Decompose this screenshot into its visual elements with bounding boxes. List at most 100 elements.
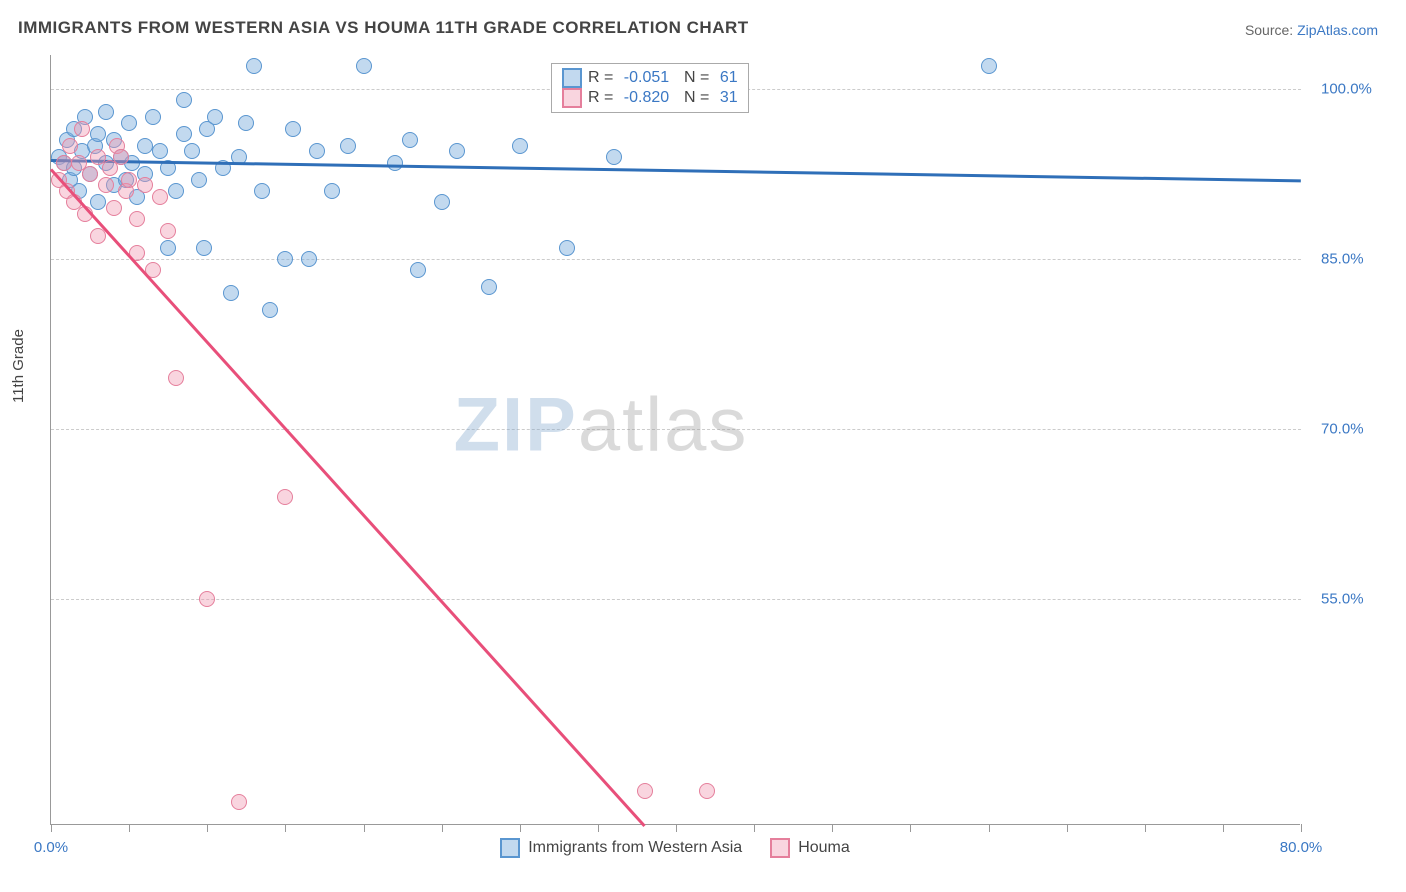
- x-tick: [285, 824, 286, 832]
- y-tick-label: 55.0%: [1321, 590, 1364, 607]
- scatter-point: [196, 240, 212, 256]
- stats-legend-row: R = -0.051 N = 61: [562, 68, 738, 88]
- scatter-point: [152, 143, 168, 159]
- chart-title: IMMIGRANTS FROM WESTERN ASIA VS HOUMA 11…: [18, 18, 749, 38]
- y-tick-label: 100.0%: [1321, 80, 1372, 97]
- trend-line: [51, 159, 1301, 182]
- y-tick-label: 85.0%: [1321, 250, 1364, 267]
- scatter-point: [340, 138, 356, 154]
- scatter-point: [176, 126, 192, 142]
- scatter-point: [262, 302, 278, 318]
- scatter-point: [238, 115, 254, 131]
- scatter-point: [301, 251, 317, 267]
- x-tick: [1223, 824, 1224, 832]
- x-tick: [1067, 824, 1068, 832]
- scatter-point: [168, 370, 184, 386]
- scatter-point: [559, 240, 575, 256]
- legend-item: Immigrants from Western Asia: [500, 838, 742, 858]
- stats-legend: R = -0.051 N = 61R = -0.820 N = 31: [551, 63, 749, 113]
- scatter-point: [207, 109, 223, 125]
- scatter-point: [449, 143, 465, 159]
- source-attribution: Source: ZipAtlas.com: [1245, 22, 1378, 38]
- scatter-point: [74, 121, 90, 137]
- x-tick: [598, 824, 599, 832]
- scatter-point: [285, 121, 301, 137]
- x-tick: [676, 824, 677, 832]
- scatter-point: [309, 143, 325, 159]
- scatter-point: [434, 194, 450, 210]
- scatter-point: [606, 149, 622, 165]
- legend-label: Immigrants from Western Asia: [528, 839, 742, 857]
- scatter-point: [121, 115, 137, 131]
- scatter-point: [184, 143, 200, 159]
- scatter-point: [160, 240, 176, 256]
- scatter-point: [176, 92, 192, 108]
- scatter-point: [231, 794, 247, 810]
- x-tick: [207, 824, 208, 832]
- scatter-point: [981, 58, 997, 74]
- scatter-point: [56, 155, 72, 171]
- gridline: [51, 259, 1301, 260]
- stat-r-value: -0.820: [619, 89, 669, 107]
- legend-swatch: [770, 838, 790, 858]
- scatter-point: [223, 285, 239, 301]
- source-link[interactable]: ZipAtlas.com: [1297, 22, 1378, 38]
- x-tick: [1145, 824, 1146, 832]
- stat-r-label: R =: [588, 69, 613, 87]
- plot-area: 55.0%70.0%85.0%100.0%0.0%80.0%ZIPatlasR …: [50, 55, 1300, 825]
- scatter-point: [699, 783, 715, 799]
- source-label: Source:: [1245, 22, 1293, 38]
- plot-container: 55.0%70.0%85.0%100.0%0.0%80.0%ZIPatlasR …: [50, 55, 1300, 825]
- x-tick: [832, 824, 833, 832]
- scatter-point: [277, 489, 293, 505]
- scatter-point: [62, 138, 78, 154]
- scatter-point: [145, 109, 161, 125]
- scatter-point: [512, 138, 528, 154]
- stat-r-label: R =: [588, 89, 613, 107]
- x-tick: [754, 824, 755, 832]
- x-tick: [364, 824, 365, 832]
- scatter-point: [137, 138, 153, 154]
- x-tick: [51, 824, 52, 832]
- legend-label: Houma: [798, 839, 850, 857]
- scatter-point: [324, 183, 340, 199]
- scatter-point: [160, 223, 176, 239]
- scatter-point: [387, 155, 403, 171]
- scatter-point: [277, 251, 293, 267]
- watermark: ZIPatlas: [454, 381, 749, 468]
- stat-n-value: 31: [715, 89, 737, 107]
- scatter-point: [106, 200, 122, 216]
- scatter-point: [191, 172, 207, 188]
- scatter-point: [121, 172, 137, 188]
- trend-line: [50, 169, 646, 828]
- scatter-point: [98, 104, 114, 120]
- scatter-point: [113, 149, 129, 165]
- scatter-point: [90, 194, 106, 210]
- scatter-point: [90, 126, 106, 142]
- stat-n-label: N =: [675, 89, 709, 107]
- legend-item: Houma: [770, 838, 850, 858]
- stat-n-value: 61: [715, 69, 737, 87]
- scatter-point: [82, 166, 98, 182]
- y-tick-label: 70.0%: [1321, 420, 1364, 437]
- series-legend: Immigrants from Western Asia Houma: [50, 838, 1300, 863]
- x-tick: [520, 824, 521, 832]
- scatter-point: [481, 279, 497, 295]
- scatter-point: [410, 262, 426, 278]
- scatter-point: [129, 211, 145, 227]
- scatter-point: [199, 591, 215, 607]
- x-tick: [910, 824, 911, 832]
- stats-legend-row: R = -0.820 N = 31: [562, 88, 738, 108]
- x-tick: [129, 824, 130, 832]
- x-tick: [989, 824, 990, 832]
- legend-swatch: [562, 88, 582, 108]
- gridline: [51, 599, 1301, 600]
- scatter-point: [356, 58, 372, 74]
- legend-swatch: [562, 68, 582, 88]
- stat-r-value: -0.051: [619, 69, 669, 87]
- scatter-point: [246, 58, 262, 74]
- scatter-point: [137, 177, 153, 193]
- scatter-point: [637, 783, 653, 799]
- scatter-point: [152, 189, 168, 205]
- gridline: [51, 429, 1301, 430]
